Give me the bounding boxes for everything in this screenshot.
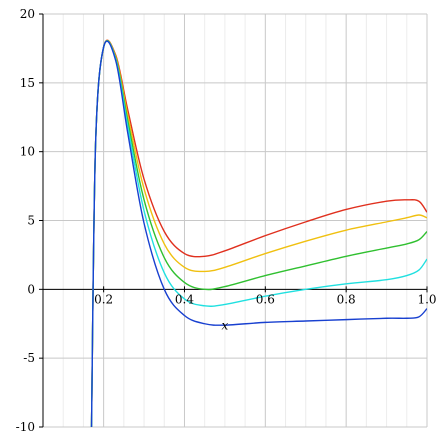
x-tick-label: 0.8 xyxy=(337,292,356,306)
y-tick-label: -10 xyxy=(16,420,35,434)
axes xyxy=(39,13,428,428)
y-tick-label: -5 xyxy=(23,351,35,365)
series-line-3 xyxy=(90,40,427,427)
x-tick-label: 1.0 xyxy=(417,292,436,306)
y-tick-label: 20 xyxy=(20,7,35,21)
x-axis-label: x xyxy=(222,318,229,332)
y-tick-label: 15 xyxy=(20,76,35,90)
y-tick-label: 10 xyxy=(20,145,35,159)
grid xyxy=(43,13,428,428)
x-tick-label: 0.4 xyxy=(175,292,194,306)
y-tick-label: 0 xyxy=(27,282,35,296)
y-tick-label: 5 xyxy=(27,214,35,228)
series-line-4 xyxy=(90,40,427,427)
series-line-5 xyxy=(90,40,427,427)
series-group xyxy=(90,39,427,427)
x-tick-label: 0.6 xyxy=(256,292,275,306)
series-line-1 xyxy=(90,39,427,427)
tick-labels: 0.2 0.4 0.6 0.8 1.0 -10 -5 0 5 10 15 20 x xyxy=(16,7,437,434)
x-tick-label: 0.2 xyxy=(94,292,113,306)
series-line-2 xyxy=(90,39,427,427)
